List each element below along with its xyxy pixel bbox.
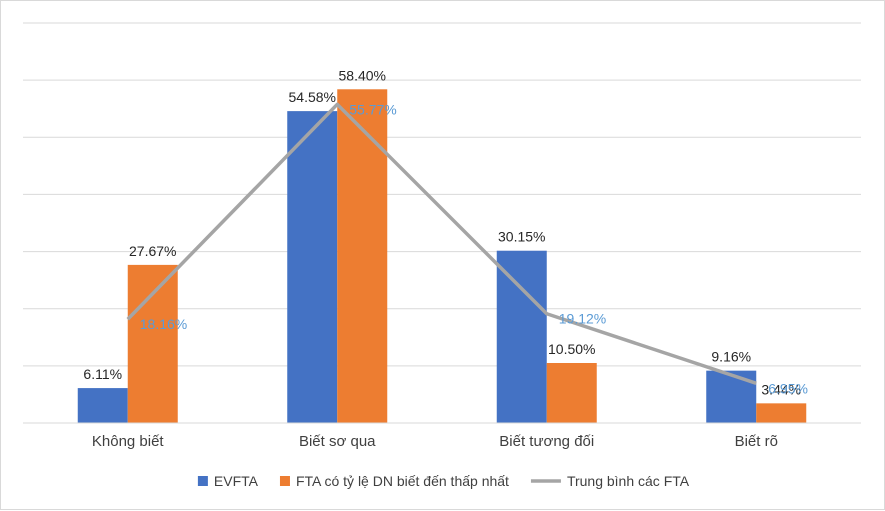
- x-tick-label-3: Biết rõ: [735, 433, 778, 450]
- legend-label-0: EVFTA: [214, 473, 259, 489]
- bar-fta-lowest-3: [756, 403, 807, 423]
- line-average-fta: [126, 102, 757, 385]
- bar-fta-lowest-1: [337, 89, 388, 424]
- data-label-fta-lowest-1: 58.40%: [339, 67, 386, 83]
- x-tick-label-2: Biết tương đối: [499, 433, 594, 450]
- data-label-average-3: 6.95%: [768, 380, 808, 396]
- data-label-average-0: 18.16%: [140, 316, 187, 332]
- legend-label-2: Trung bình các FTA: [567, 473, 690, 489]
- data-label-evfta-1: 54.58%: [289, 89, 336, 105]
- bar-evfta-3: [706, 370, 757, 423]
- data-label-evfta-2: 30.15%: [498, 229, 545, 245]
- bar-evfta-0: [77, 388, 128, 423]
- legend-item-2: Trung bình các FTA: [530, 473, 690, 489]
- data-label-fta-lowest-3: 3.44%: [761, 381, 801, 397]
- label-layer: 6.11% 54.58% 30.15% 9.16% 27.67% 58.40% 10.50%…: [83, 67, 808, 397]
- legend-swatch-0: [197, 476, 208, 486]
- bar-layer: [77, 89, 807, 424]
- data-label-average-2: 19.12%: [559, 311, 606, 327]
- data-label-fta-lowest-0: 27.67%: [129, 243, 176, 259]
- legend-swatch-1: [279, 476, 290, 486]
- legend-label-1: FTA có tỷ lệ DN biết đến thấp nhất: [296, 473, 509, 489]
- legend: EVFTA FTA có tỷ lệ DN biết đến thấp nhất T…: [197, 473, 690, 489]
- x-axis: Không biết Biết sơ qua Biết tương đối Biết …: [23, 422, 861, 450]
- line-layer: [126, 102, 757, 385]
- data-label-fta-lowest-2: 10.50%: [548, 341, 595, 357]
- data-label-evfta-0: 6.11%: [83, 366, 122, 382]
- data-label-evfta-3: 9.16%: [711, 349, 751, 365]
- bar-evfta-1: [287, 111, 338, 423]
- legend-item-0: EVFTA: [197, 473, 259, 489]
- bar-fta-lowest-2: [546, 363, 597, 423]
- bar-evfta-2: [496, 250, 547, 423]
- bar-fta-lowest-0: [127, 264, 178, 423]
- legend-item-1: FTA có tỷ lệ DN biết đến thấp nhất: [279, 473, 509, 489]
- x-tick-label-0: Không biết: [92, 433, 165, 450]
- x-tick-label-1: Biết sơ qua: [299, 433, 376, 450]
- data-label-average-1: 55.77%: [349, 101, 396, 117]
